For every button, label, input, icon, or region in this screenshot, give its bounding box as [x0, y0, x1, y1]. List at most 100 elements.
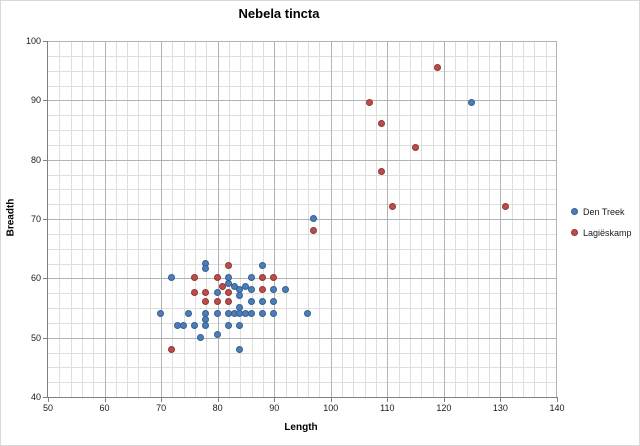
- data-point-lagieskamp[interactable]: [202, 298, 210, 306]
- data-point-den-treek[interactable]: [236, 345, 244, 353]
- gridline-minor-vertical: [115, 41, 117, 397]
- data-point-lagieskamp[interactable]: [377, 167, 385, 175]
- data-point-lagieskamp[interactable]: [224, 289, 232, 297]
- data-point-den-treek[interactable]: [247, 309, 255, 317]
- data-point-lagieskamp[interactable]: [270, 274, 278, 282]
- gridline-minor-horizontal: [48, 308, 557, 309]
- data-point-den-treek[interactable]: [281, 286, 289, 294]
- y-axis-line: [47, 41, 48, 398]
- data-point-den-treek[interactable]: [468, 99, 476, 107]
- data-point-lagieskamp[interactable]: [168, 345, 176, 353]
- gridline-minor-vertical: [240, 41, 242, 397]
- y-tick-label: 60: [30, 273, 41, 284]
- data-point-lagieskamp[interactable]: [258, 286, 266, 294]
- gridline-minor-vertical: [511, 41, 513, 397]
- data-point-den-treek[interactable]: [168, 274, 176, 282]
- data-point-den-treek[interactable]: [213, 289, 221, 297]
- y-tick-label: 90: [30, 95, 41, 106]
- data-point-den-treek[interactable]: [236, 321, 244, 329]
- y-tick-label: 100: [25, 36, 41, 46]
- gridline-minor-vertical: [353, 41, 355, 397]
- gridline-minor-vertical: [409, 41, 411, 397]
- data-point-den-treek[interactable]: [270, 286, 278, 294]
- data-point-den-treek[interactable]: [304, 309, 312, 317]
- data-point-den-treek[interactable]: [258, 298, 266, 306]
- data-point-den-treek[interactable]: [309, 215, 317, 222]
- x-tick-label: 80: [212, 403, 223, 413]
- legend[interactable]: Den Treek Lagiëskamp: [571, 201, 632, 243]
- legend-label-lagieskamp: Lagiëskamp: [583, 227, 632, 238]
- data-point-lagieskamp[interactable]: [258, 274, 266, 282]
- data-point-lagieskamp[interactable]: [502, 203, 510, 211]
- gridline-minor-horizontal: [48, 233, 557, 235]
- legend-item-den-treek[interactable]: Den Treek: [571, 201, 632, 222]
- y-axis-tick: [43, 337, 47, 339]
- data-point-den-treek[interactable]: [213, 309, 221, 317]
- data-point-lagieskamp[interactable]: [309, 226, 317, 234]
- y-axis-tick: [43, 219, 47, 220]
- x-tick-label: 60: [99, 403, 110, 413]
- gridline-minor-vertical: [251, 41, 253, 397]
- y-axis-tick: [43, 100, 47, 102]
- data-point-lagieskamp[interactable]: [366, 99, 374, 107]
- x-axis-tick: [557, 398, 558, 402]
- gridline-major-horizontal: [48, 159, 557, 161]
- gridline-major-vertical: [556, 41, 557, 397]
- data-point-lagieskamp[interactable]: [377, 120, 385, 128]
- y-tick-label: 80: [30, 154, 41, 165]
- gridline-major-vertical: [274, 41, 276, 397]
- gridline-major-vertical: [104, 41, 106, 397]
- data-point-lagieskamp[interactable]: [202, 289, 210, 297]
- data-point-den-treek[interactable]: [213, 330, 221, 338]
- data-point-den-treek[interactable]: [236, 292, 244, 300]
- data-point-lagieskamp[interactable]: [434, 63, 442, 71]
- data-point-den-treek[interactable]: [196, 333, 204, 341]
- x-axis-line: [47, 397, 558, 398]
- data-point-den-treek[interactable]: [202, 265, 210, 273]
- x-tick-label: 70: [156, 403, 167, 413]
- data-point-den-treek[interactable]: [191, 321, 199, 329]
- data-point-den-treek[interactable]: [258, 262, 266, 270]
- legend-label-den-treek: Den Treek: [583, 206, 625, 217]
- x-tick-label: 50: [42, 403, 53, 413]
- data-point-lagieskamp[interactable]: [213, 298, 221, 306]
- gridline-minor-horizontal: [48, 352, 557, 354]
- data-point-den-treek[interactable]: [224, 321, 232, 329]
- plot-area[interactable]: [48, 41, 557, 397]
- data-point-den-treek[interactable]: [247, 298, 255, 306]
- gridline-major-horizontal: [48, 337, 557, 339]
- gridline-major-horizontal: [48, 278, 557, 280]
- data-point-lagieskamp[interactable]: [213, 274, 221, 282]
- gridline-minor-vertical: [466, 41, 468, 397]
- data-point-den-treek[interactable]: [185, 309, 193, 317]
- data-point-lagieskamp[interactable]: [224, 262, 232, 270]
- data-point-den-treek[interactable]: [202, 321, 210, 329]
- gridline-minor-vertical: [364, 41, 366, 397]
- data-point-lagieskamp[interactable]: [224, 298, 232, 306]
- data-point-lagieskamp[interactable]: [191, 274, 199, 282]
- x-tick-label: 140: [549, 403, 565, 413]
- gridline-minor-horizontal: [48, 130, 557, 131]
- data-point-lagieskamp[interactable]: [411, 143, 419, 151]
- gridline-minor-vertical: [127, 41, 129, 397]
- data-point-den-treek[interactable]: [258, 309, 266, 317]
- data-point-den-treek[interactable]: [270, 298, 278, 306]
- data-point-den-treek[interactable]: [270, 309, 278, 317]
- chart-title: Nebela tincta: [238, 6, 320, 21]
- data-point-den-treek[interactable]: [179, 321, 187, 329]
- legend-marker-den-treek: [571, 208, 578, 215]
- y-axis-tick: [43, 278, 47, 280]
- data-point-den-treek[interactable]: [247, 274, 255, 282]
- data-point-den-treek[interactable]: [247, 286, 255, 294]
- x-axis-tick: [48, 398, 49, 402]
- gridline-minor-vertical: [206, 41, 208, 397]
- data-point-lagieskamp[interactable]: [191, 289, 199, 297]
- data-point-lagieskamp[interactable]: [219, 283, 227, 291]
- data-point-lagieskamp[interactable]: [388, 203, 396, 211]
- gridline-minor-vertical: [319, 41, 321, 397]
- gridline-major-vertical: [387, 41, 389, 397]
- data-point-den-treek[interactable]: [157, 309, 165, 317]
- legend-item-lagieskamp[interactable]: Lagiëskamp: [571, 222, 632, 243]
- gridline-minor-vertical: [376, 41, 378, 397]
